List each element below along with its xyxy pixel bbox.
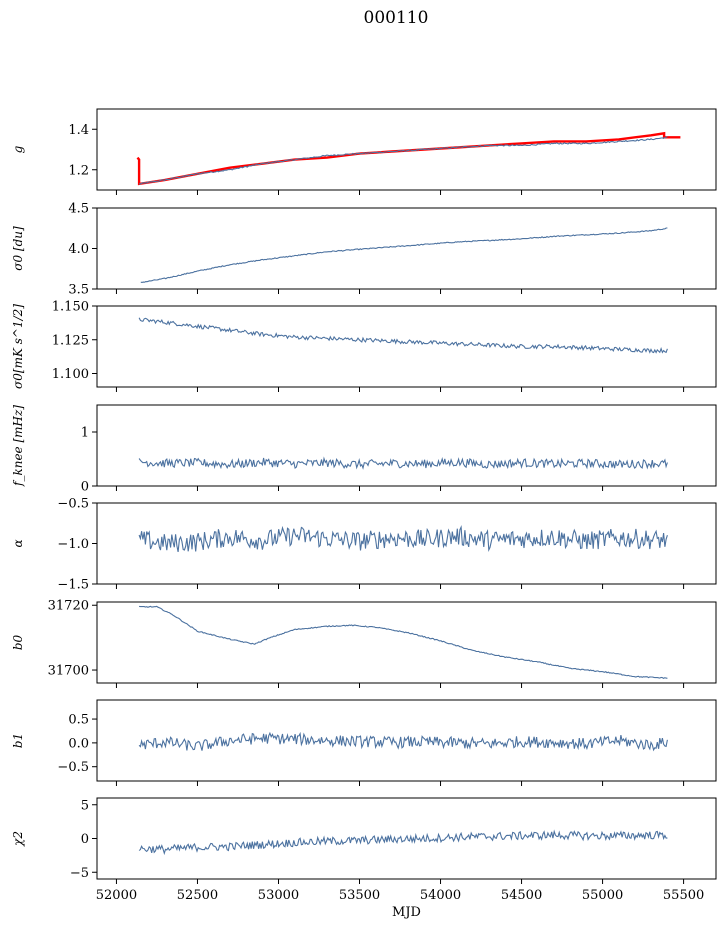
y-axis-label: f_knee [mHz] bbox=[11, 405, 25, 487]
y-tick-label: 31700 bbox=[48, 664, 89, 679]
y-tick-label: 1.2 bbox=[68, 163, 89, 178]
panel-5: −1.5 −1.0 −0.5 α bbox=[11, 497, 717, 593]
y-tick-label: 5 bbox=[81, 798, 89, 813]
y-tick-label: 3.5 bbox=[68, 283, 89, 298]
y-tick-label: 1.4 bbox=[68, 123, 89, 138]
x-tick-label: 52500 bbox=[177, 888, 218, 903]
panel-8: −5 0 5 χ2 52000 52500 53000 53500 54000 54500 5500… bbox=[11, 797, 717, 920]
y-tick-label: 0.5 bbox=[68, 713, 89, 728]
figure-title: 000110 bbox=[364, 8, 429, 28]
y-tick-label: 1.150 bbox=[52, 300, 89, 315]
x-tick-label: 53000 bbox=[258, 888, 299, 903]
y-tick-label: −0.5 bbox=[57, 497, 89, 512]
y-axis-label: g bbox=[11, 145, 25, 153]
panel-3: 1.100 1.125 1.150 σ0[mK s^1/2] bbox=[11, 300, 717, 392]
x-axis-label: MJD bbox=[392, 905, 421, 920]
y-tick-label: 0 bbox=[81, 832, 89, 847]
axes-frame bbox=[96, 305, 717, 388]
x-tick-label: 52000 bbox=[96, 888, 137, 903]
axes-frame bbox=[96, 797, 717, 880]
panel-7: −0.5 0.0 0.5 b1 bbox=[11, 699, 717, 786]
x-tick-label: 54000 bbox=[420, 888, 461, 903]
y-tick-label: −1.0 bbox=[57, 537, 89, 552]
y-axis-label: b1 bbox=[11, 733, 25, 748]
y-tick-label: 1.125 bbox=[52, 333, 89, 348]
y-tick-label: 1.100 bbox=[52, 367, 89, 382]
y-tick-label: −5 bbox=[70, 866, 89, 881]
y-axis-label: α bbox=[11, 539, 25, 547]
y-tick-label: 0.0 bbox=[68, 736, 89, 751]
panel-6: 31700 31720 b0 bbox=[11, 599, 717, 688]
y-axis-label: χ2 bbox=[11, 831, 25, 847]
series-line bbox=[138, 136, 668, 185]
x-tick-label: 54500 bbox=[501, 888, 542, 903]
panels: 1.2 1.4 g 3.5 4.0 4.5 σ0 [du] 1.100 1.125 1.150 σ0… bbox=[11, 108, 717, 920]
y-tick-label: 31720 bbox=[48, 599, 89, 614]
axes-frame bbox=[96, 601, 717, 684]
series-line bbox=[140, 227, 668, 283]
y-tick-label: −0.5 bbox=[57, 760, 89, 775]
x-tick-label: 53500 bbox=[339, 888, 380, 903]
panel-2: 3.5 4.0 4.5 σ0 [du] bbox=[11, 202, 717, 298]
x-tick-label: 55500 bbox=[663, 888, 704, 903]
y-tick-label: 0 bbox=[81, 480, 89, 495]
y-axis-label: σ0[mK s^1/2] bbox=[11, 304, 25, 389]
series-line bbox=[138, 456, 668, 470]
axes-frame bbox=[96, 207, 717, 290]
y-axis-label: σ0 [du] bbox=[11, 226, 25, 271]
panel-1: 1.2 1.4 g bbox=[11, 108, 717, 195]
series-line bbox=[138, 829, 668, 856]
axes-frame bbox=[96, 404, 717, 487]
axes-frame bbox=[96, 108, 717, 191]
y-tick-label: 1 bbox=[81, 426, 89, 441]
y-tick-label: 4.5 bbox=[68, 202, 89, 217]
axes-frame bbox=[96, 699, 717, 782]
series-line bbox=[138, 525, 668, 553]
y-tick-label: −1.5 bbox=[57, 578, 89, 593]
series-line bbox=[139, 605, 668, 680]
y-tick-label: 4.0 bbox=[68, 242, 89, 257]
series-line bbox=[136, 131, 681, 186]
panel-4: 0 1 f_knee [mHz] bbox=[11, 404, 717, 495]
series-line bbox=[138, 317, 668, 354]
y-axis-label: b0 bbox=[11, 634, 25, 650]
series-line bbox=[138, 731, 668, 752]
x-tick-label: 55000 bbox=[582, 888, 623, 903]
